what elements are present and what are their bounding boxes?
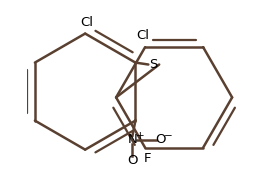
Text: Cl: Cl bbox=[81, 16, 93, 29]
Text: −: − bbox=[163, 132, 172, 142]
Text: +: + bbox=[136, 132, 144, 142]
Text: N: N bbox=[128, 133, 137, 146]
Text: O: O bbox=[155, 133, 166, 146]
Text: S: S bbox=[150, 58, 158, 71]
Text: F: F bbox=[143, 153, 151, 166]
Text: Cl: Cl bbox=[137, 29, 150, 42]
Text: O: O bbox=[127, 154, 138, 167]
